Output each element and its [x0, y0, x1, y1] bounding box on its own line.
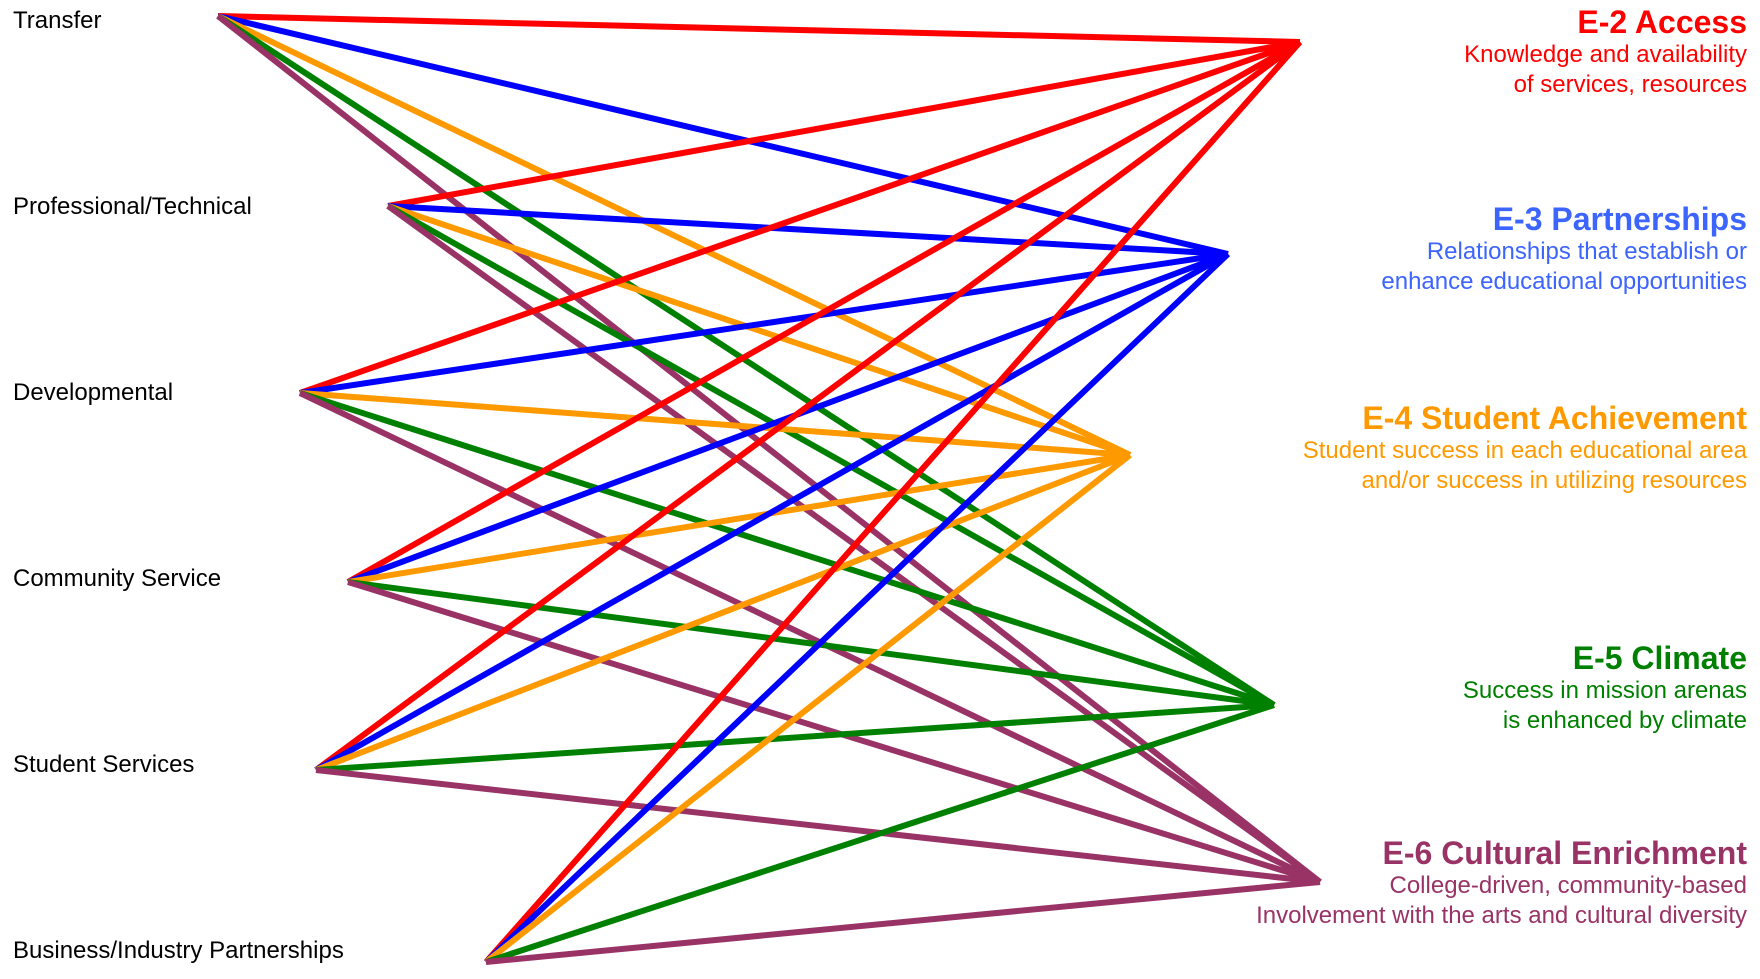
connection-line-student-e5: [315, 702, 1275, 773]
source-label-developmental: Developmental: [13, 379, 174, 406]
outcome-title: E-5 Climate: [1572, 640, 1747, 676]
source-label-community-service: Community Service: [13, 565, 222, 592]
connection-line-community-e4: [347, 452, 1131, 585]
outcome-description-line-1: Student success in each educational area: [1302, 437, 1747, 464]
connection-line-developmental-e5: [299, 390, 1275, 708]
outcome-description-line-2: is enhanced by climate: [1502, 707, 1747, 734]
connection-line-business-e4: [484, 452, 1132, 965]
connection-line-transfer-e2: [217, 13, 1301, 45]
connection-line-student-e4: [314, 452, 1132, 773]
connection-line-professional-e5: [386, 203, 1276, 708]
connection-line-business-e3: [483, 251, 1231, 965]
connection-line-business-e6: [485, 879, 1321, 965]
outcome-description-line-1: Relationships that establish or: [1426, 238, 1747, 265]
outcome-description-line-2: of services, resources: [1513, 71, 1747, 98]
connection-line-transfer-e6: [216, 13, 1322, 885]
connection-line-developmental-e6: [298, 390, 1322, 885]
outcome-e6-cultural-enrichment: E-6 Cultural Enrichment College-driven, …: [1256, 835, 1747, 931]
connection-line-community-e5: [347, 579, 1275, 708]
source-label-professional-technical: Professional/Technical: [13, 193, 252, 220]
connection-line-developmental-e4: [299, 390, 1131, 458]
outcome-e4-student-achievement: E-4 Student Achievement Student success …: [1303, 400, 1747, 496]
outcome-e2-access: E-2 Access Knowledge and availability of…: [1464, 4, 1747, 100]
outcome-description-line-1: Knowledge and availability: [1464, 41, 1747, 68]
outcome-title: E-3 Partnerships: [1492, 201, 1747, 237]
connection-line-professional-e2: [387, 39, 1301, 209]
outcome-title: E-2 Access: [1577, 4, 1747, 40]
connection-line-professional-e3: [387, 203, 1229, 257]
connection-line-transfer-e4: [216, 13, 1132, 458]
connection-line-transfer-e3: [217, 13, 1229, 257]
outcome-description-line-1: College-driven, community-based: [1389, 872, 1748, 899]
outcome-description-line-2: enhance educational opportunities: [1381, 268, 1747, 295]
connection-line-student-e2: [314, 39, 1302, 773]
outcome-description-line-1: Success in mission arenas: [1462, 677, 1747, 704]
outcome-description-line-2: and/or success in utilizing resources: [1361, 467, 1747, 494]
connection-line-business-e5: [485, 702, 1275, 965]
connection-line-developmental-e3: [299, 251, 1229, 396]
source-label-transfer: Transfer: [13, 7, 102, 34]
connection-line-student-e3: [314, 251, 1230, 773]
connection-line-community-e2: [346, 39, 1302, 585]
source-label-business-industry-partnerships: Business/Industry Partnerships: [13, 937, 344, 964]
source-label-student-services: Student Services: [13, 751, 195, 778]
outcome-title: E-6 Cultural Enrichment: [1382, 835, 1748, 871]
outcome-e5-climate: E-5 Climate Success in mission arenas is…: [1463, 640, 1747, 736]
connection-line-transfer-e5: [216, 13, 1276, 708]
outcome-e3-partnerships: E-3 Partnerships Relationships that esta…: [1381, 201, 1747, 297]
connection-line-professional-e4: [387, 203, 1131, 458]
outcome-title: E-4 Student Achievement: [1362, 400, 1747, 436]
outcome-description-line-2: Involvement with the arts and cultural d…: [1256, 902, 1747, 929]
connection-line-business-e2: [483, 40, 1303, 964]
connection-line-student-e6: [315, 767, 1321, 885]
connection-line-developmental-e2: [299, 39, 1301, 396]
